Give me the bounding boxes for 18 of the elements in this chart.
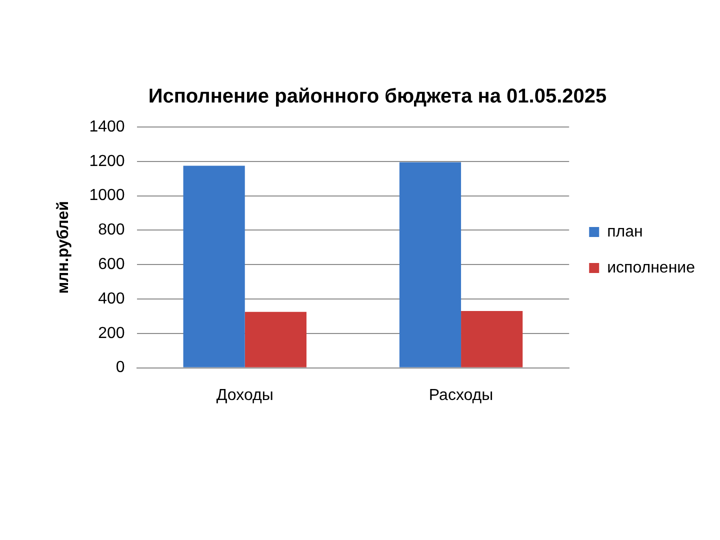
x-tick-label: Доходы [216, 386, 274, 404]
y-axis-title: млн.рублей [55, 201, 72, 294]
bar [183, 166, 245, 368]
y-tick-label: 200 [98, 324, 125, 342]
y-tick-label: 1400 [89, 118, 125, 136]
legend-label: исполнение [607, 259, 696, 276]
x-tick-label: Расходы [428, 386, 494, 404]
y-tick-label: 800 [98, 222, 125, 239]
y-tick-label: 1000 [89, 187, 125, 204]
legend-label: план [607, 223, 643, 240]
y-tick-label: 400 [98, 290, 125, 308]
y-tick-label: 0 [116, 359, 125, 376]
chart-title: Исполнение районного бюджета на 01.05.2025 [148, 86, 607, 108]
y-tick-label: 600 [98, 256, 125, 274]
bar [399, 162, 462, 368]
bar [244, 312, 306, 368]
bar [461, 311, 523, 368]
y-tick-label: 1200 [89, 152, 125, 170]
